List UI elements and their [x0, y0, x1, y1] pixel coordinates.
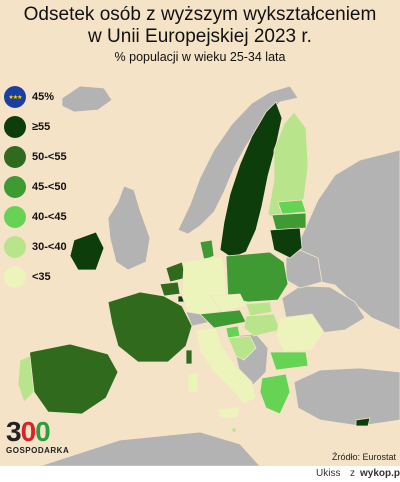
logo-number: 300 — [6, 416, 51, 447]
legend-label: 45-<50 — [32, 181, 67, 193]
legend-item: 45-<50 — [4, 174, 67, 200]
legend-item: 50-<55 — [4, 144, 67, 170]
country-cyprus — [355, 417, 371, 427]
watermark-footer: Ukiss z wykop.pl — [0, 466, 400, 482]
country-france — [107, 291, 193, 363]
footer-user[interactable]: Ukiss — [316, 468, 341, 479]
legend-item: <35 — [4, 264, 67, 290]
country-portugal — [17, 355, 35, 403]
country-denmark — [199, 239, 215, 261]
legend: ★★★ 45% ≥55 50-<55 45-<50 40-<45 30-<40 <35 — [4, 84, 67, 294]
legend-label: 40-<45 — [32, 211, 67, 223]
country-norway — [177, 85, 299, 235]
eu-flag-icon: ★★★ — [4, 86, 26, 108]
legend-item-eu: ★★★ 45% — [4, 84, 67, 110]
country-uk — [107, 185, 151, 271]
country-spain — [27, 343, 119, 415]
country-lithuania — [269, 227, 303, 259]
country-sicily — [217, 405, 241, 419]
legend-item: 40-<45 — [4, 204, 67, 230]
country-hungary — [243, 313, 281, 337]
country-estonia — [277, 199, 307, 215]
legend-swatch — [4, 206, 26, 228]
map-title: Odsetek osób z wyższym wykształceniem w … — [0, 4, 400, 48]
legend-label: <35 — [32, 271, 51, 283]
legend-label: 30-<40 — [32, 241, 67, 253]
legend-swatch — [4, 116, 26, 138]
country-sweden — [219, 101, 283, 259]
legend-swatch — [4, 266, 26, 288]
legend-label: 50-<55 — [32, 151, 67, 163]
country-sardinia — [187, 371, 199, 393]
country-ireland — [69, 231, 105, 271]
country-malta — [231, 427, 237, 433]
country-bulgaria — [269, 351, 309, 371]
country-croatia — [227, 335, 257, 361]
country-romania — [275, 313, 325, 353]
country-czechia — [209, 293, 247, 313]
country-corsica — [185, 349, 193, 365]
legend-item: ≥55 — [4, 114, 67, 140]
country-turkey — [293, 367, 400, 427]
country-belgium — [159, 281, 181, 297]
legend-label: ≥55 — [32, 121, 51, 133]
europe-map — [17, 85, 400, 466]
footer-site[interactable]: wykop.pl — [360, 468, 400, 479]
country-slovakia — [245, 301, 273, 317]
country-italy — [195, 327, 257, 405]
country-greece — [259, 373, 291, 415]
legend-swatch — [4, 236, 26, 258]
legend-item: 30-<40 — [4, 234, 67, 260]
footer-separator: z — [350, 468, 355, 479]
country-iceland — [61, 85, 113, 113]
map-title-line2: w Unii Europejskiej 2023 r. — [88, 26, 312, 47]
map-title-line1: Odsetek osób z wyższym wykształceniem — [23, 4, 377, 25]
source-note: Źródło: Eurostat — [331, 452, 396, 462]
map-subtitle: % populacji w wieku 25-34 lata — [114, 50, 286, 64]
country-slovenia — [225, 325, 241, 339]
country-north-africa — [39, 431, 261, 466]
logo-300-gospodarka: 300 GOSPODARKA — [6, 416, 70, 456]
legend-swatch — [4, 146, 26, 168]
logo-text: GOSPODARKA — [6, 446, 70, 455]
country-latvia — [271, 212, 307, 231]
legend-label-eu: 45% — [32, 91, 55, 103]
legend-swatch — [4, 176, 26, 198]
